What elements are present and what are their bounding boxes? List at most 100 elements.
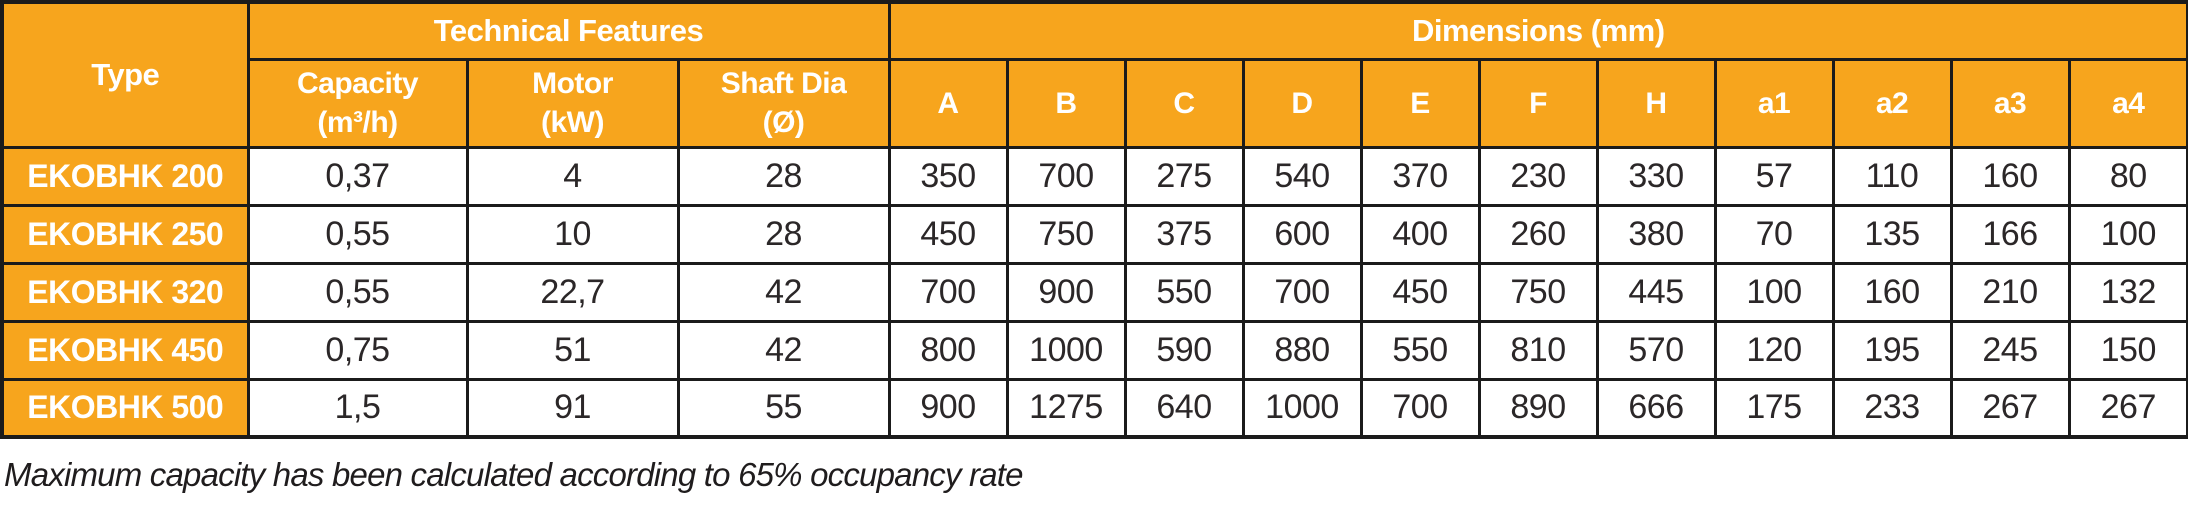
dimension-cell: 80: [2067, 145, 2188, 207]
dimension-cell: 70: [1713, 203, 1835, 265]
footnote-text: Maximum capacity has been calculated acc…: [4, 456, 1023, 493]
column-header-dim-e: E: [1359, 57, 1481, 149]
capacity-cell: 0,55: [246, 203, 469, 265]
row-type-cell: EKOBHK 450: [0, 319, 250, 381]
dimension-cell: 570: [1595, 319, 1717, 381]
dimension-cell: 57: [1713, 145, 1835, 207]
dimension-cell: 550: [1123, 261, 1245, 323]
column-header-dim-a3: a3: [1949, 57, 2071, 149]
dimension-cell: 267: [1949, 377, 2071, 439]
column-header-type: Type: [0, 0, 250, 149]
dimension-cell: 400: [1359, 203, 1481, 265]
column-header-motor-unit: (kW): [541, 106, 604, 139]
capacity-cell: 0,75: [246, 319, 469, 381]
motor-cell: 91: [465, 377, 680, 439]
shaft-dia-cell: 42: [676, 319, 891, 381]
dimension-cell: 700: [1241, 261, 1363, 323]
dimension-cell: 750: [1005, 203, 1127, 265]
dimension-cell: 160: [1949, 145, 2071, 207]
dimension-cell: 450: [1359, 261, 1481, 323]
column-header-motor-name: Motor: [532, 67, 613, 100]
dimension-cell: 195: [1831, 319, 1953, 381]
row-type-cell: EKOBHK 250: [0, 203, 250, 265]
row-type-cell: EKOBHK 500: [0, 377, 250, 439]
table-header: Type Technical Features Dimensions (mm) …: [0, 0, 2188, 149]
spec-table: Type Technical Features Dimensions (mm) …: [0, 0, 2188, 439]
dimension-cell: 600: [1241, 203, 1363, 265]
column-header-dim-a: A: [887, 57, 1009, 149]
dimension-cell: 120: [1713, 319, 1835, 381]
capacity-cell: 0,37: [246, 145, 469, 207]
dimension-cell: 880: [1241, 319, 1363, 381]
dimension-cell: 1275: [1005, 377, 1127, 439]
table-row: EKOBHK 500 1,5 91 55 900 1275 640 1000 700 890 666…: [0, 377, 2188, 439]
dimension-cell: 110: [1831, 145, 1953, 207]
dimension-cell: 540: [1241, 145, 1363, 207]
capacity-cell: 0,55: [246, 261, 469, 323]
shaft-dia-cell: 42: [676, 261, 891, 323]
dimension-cell: 700: [1005, 145, 1127, 207]
dimension-cell: 890: [1477, 377, 1599, 439]
dimension-cell: 175: [1713, 377, 1835, 439]
motor-cell: 10: [465, 203, 680, 265]
dimension-cell: 132: [2067, 261, 2188, 323]
column-header-shaft-dia: Shaft Dia (Ø): [676, 57, 891, 149]
row-type-cell: EKOBHK 200: [0, 145, 250, 207]
table-body: EKOBHK 200 0,37 4 28 350 700 275 540 370 230 330 57…: [0, 145, 2188, 439]
column-header-dim-d: D: [1241, 57, 1363, 149]
column-header-dim-a1: a1: [1713, 57, 1835, 149]
column-header-dim-f: F: [1477, 57, 1599, 149]
dimension-cell: 375: [1123, 203, 1245, 265]
dimension-cell: 150: [2067, 319, 2188, 381]
dimension-cell: 267: [2067, 377, 2188, 439]
group-header-technical-features: Technical Features: [246, 0, 891, 61]
dimension-cell: 275: [1123, 145, 1245, 207]
dimension-cell: 330: [1595, 145, 1717, 207]
dimension-cell: 260: [1477, 203, 1599, 265]
dimension-cell: 450: [887, 203, 1009, 265]
dimension-cell: 370: [1359, 145, 1481, 207]
shaft-dia-cell: 55: [676, 377, 891, 439]
dimension-cell: 350: [887, 145, 1009, 207]
dimension-cell: 750: [1477, 261, 1599, 323]
row-type-cell: EKOBHK 320: [0, 261, 250, 323]
dimension-cell: 900: [1005, 261, 1127, 323]
dimension-cell: 445: [1595, 261, 1717, 323]
column-header-capacity: Capacity (m³/h): [246, 57, 469, 149]
column-header-capacity-name: Capacity: [296, 67, 419, 100]
motor-cell: 4: [465, 145, 680, 207]
motor-cell: 51: [465, 319, 680, 381]
dimension-cell: 810: [1477, 319, 1599, 381]
column-header-shaft-dia-unit: (Ø): [762, 106, 805, 139]
dimension-cell: 1000: [1241, 377, 1363, 439]
dimension-cell: 100: [2067, 203, 2188, 265]
dimension-cell: 700: [1359, 377, 1481, 439]
dimension-cell: 640: [1123, 377, 1245, 439]
capacity-cell: 1,5: [246, 377, 469, 439]
column-header-capacity-unit: (m³/h): [317, 106, 398, 139]
dimension-cell: 380: [1595, 203, 1717, 265]
column-header-dim-c: C: [1123, 57, 1245, 149]
column-header-motor: Motor (kW): [465, 57, 680, 149]
column-header-dim-a4: a4: [2067, 57, 2188, 149]
table-row: EKOBHK 320 0,55 22,7 42 700 900 550 700 450 750 44…: [0, 261, 2188, 323]
dimension-cell: 900: [887, 377, 1009, 439]
column-header-dim-h: H: [1595, 57, 1717, 149]
column-header-shaft-dia-name: Shaft Dia: [720, 67, 847, 100]
column-header-dim-a2: a2: [1831, 57, 1953, 149]
table-row: EKOBHK 450 0,75 51 42 800 1000 590 880 550 810 570…: [0, 319, 2188, 381]
shaft-dia-cell: 28: [676, 145, 891, 207]
dimension-cell: 666: [1595, 377, 1717, 439]
column-header-dim-b: B: [1005, 57, 1127, 149]
dimension-cell: 1000: [1005, 319, 1127, 381]
dimension-cell: 245: [1949, 319, 2071, 381]
table-row: EKOBHK 200 0,37 4 28 350 700 275 540 370 230 330 57…: [0, 145, 2188, 207]
dimension-cell: 233: [1831, 377, 1953, 439]
dimension-cell: 166: [1949, 203, 2071, 265]
header-sub-row: Capacity (m³/h) Motor (kW) Shaft Dia (Ø)…: [2, 57, 2188, 149]
dimension-cell: 230: [1477, 145, 1599, 207]
dimension-cell: 100: [1713, 261, 1835, 323]
table-row: EKOBHK 250 0,55 10 28 450 750 375 600 400 260 380 7…: [0, 203, 2188, 265]
dimension-cell: 800: [887, 319, 1009, 381]
dimension-cell: 550: [1359, 319, 1481, 381]
